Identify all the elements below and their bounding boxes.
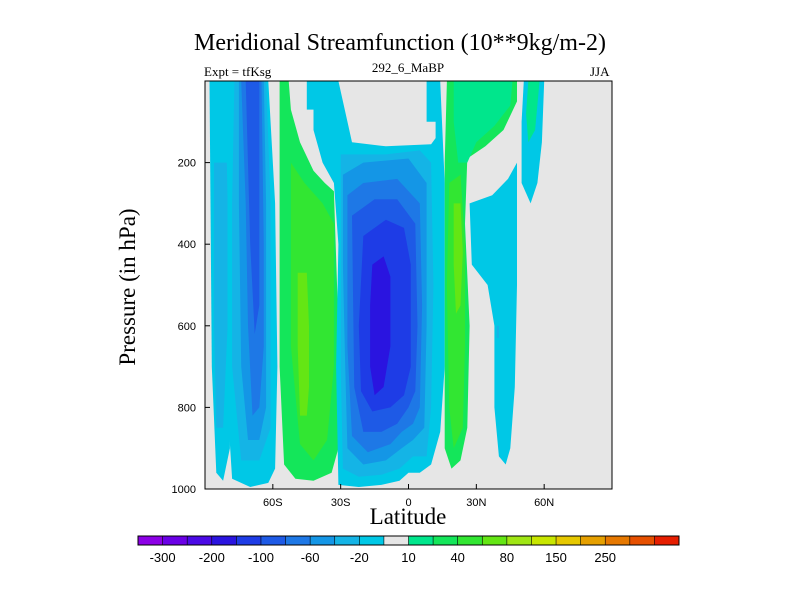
x-axis-label: Latitude: [369, 504, 447, 529]
colorbar-swatch: [236, 536, 262, 545]
colorbar-swatch: [605, 536, 631, 545]
colorbar-swatch: [383, 536, 409, 545]
nh-ferrel-thermal-cell: [453, 81, 513, 163]
x-tick-label: 30N: [466, 497, 486, 509]
colorbar-swatch: [359, 536, 385, 545]
chart-title: Meridional Streamfunction (10**9kg/m-2): [194, 30, 606, 56]
nh-upper-blue: [426, 81, 438, 122]
colorbar-swatch: [531, 536, 557, 545]
season-label: JJA: [590, 64, 610, 79]
hadley-cell: [370, 256, 391, 396]
colorbar-label: -60: [301, 550, 320, 565]
experiment-label: Expt = tfKsg: [204, 64, 272, 79]
colorbar-swatch: [654, 536, 680, 545]
colorbar-label: -300: [150, 550, 176, 565]
colorbar-swatch: [408, 536, 434, 545]
colorbar-swatch: [457, 536, 483, 545]
y-tick-label: 200: [178, 158, 196, 170]
y-tick-label: 400: [178, 239, 196, 251]
colorbar-swatch: [334, 536, 360, 545]
colorbar-swatch: [162, 536, 188, 545]
colorbar-swatch: [433, 536, 458, 545]
contour-layer: [209, 81, 545, 487]
nh-subpolar-cell: [469, 162, 517, 465]
colorbar-label: -200: [199, 550, 225, 565]
axis-layer: 60S 30S 0 30N 60N 200 400 600 800 1000: [172, 158, 555, 509]
colorbar-label: 10: [401, 550, 415, 565]
x-tick-label: 60N: [534, 497, 554, 509]
colorbar-swatch: [506, 536, 532, 545]
y-tick-label: 800: [178, 402, 196, 414]
colorbar-swatch: [580, 536, 606, 545]
colorbar-swatch: [556, 536, 581, 545]
run-label: 292_6_MaBP: [371, 60, 445, 75]
colorbar-swatch: [310, 536, 336, 545]
x-tick-label: 0: [405, 497, 411, 509]
colorbar-label: -100: [248, 550, 274, 565]
sh-ferrel-cell-south: [245, 81, 260, 334]
x-tick-label: 30S: [331, 497, 351, 509]
colorbar-label: 150: [545, 550, 567, 565]
sh-thermal-cell: [297, 272, 309, 416]
colorbar-swatch: [629, 536, 655, 545]
colorbar-swatch: [285, 536, 311, 545]
colorbar: -300 -200 -100 -60 -20 10 40 80 150 250: [137, 535, 680, 565]
nh-subpolar-cell: [526, 81, 540, 143]
y-tick-label: 600: [178, 321, 196, 333]
colorbar-label: -20: [350, 550, 369, 565]
y-tick-label: 1000: [172, 484, 196, 496]
colorbar-swatch: [260, 536, 286, 545]
colorbar-frame: [137, 535, 680, 546]
sh-polar-cell-inner: [214, 162, 228, 428]
x-tick-label: 60S: [263, 497, 283, 509]
colorbar-label: 40: [450, 550, 464, 565]
colorbar-label: 80: [500, 550, 514, 565]
nh-upper-blue: [306, 81, 314, 110]
colorbar-swatch: [211, 536, 237, 545]
colorbar-swatch: [482, 536, 508, 545]
nh-ferrel-thermal-cell: [453, 203, 463, 314]
colorbar-swatch: [138, 536, 163, 545]
y-axis-label: Pressure (in hPa): [115, 208, 140, 366]
colorbar-label: 250: [594, 550, 616, 565]
nh-subpolar-cell: [496, 325, 499, 338]
colorbar-swatch: [187, 536, 213, 545]
